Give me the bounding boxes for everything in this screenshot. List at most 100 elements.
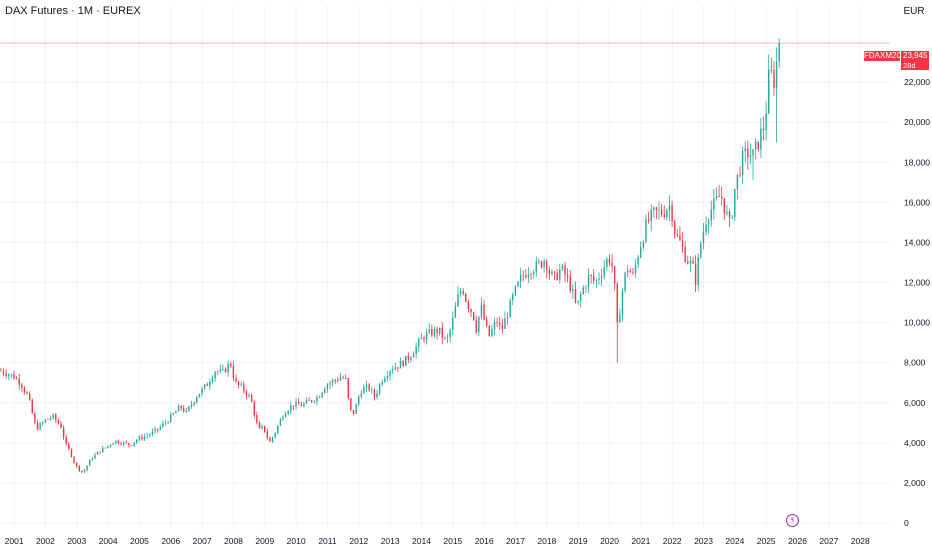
candle-body [540,261,543,268]
candle-body [749,155,752,158]
time-tick-label: 2002 [36,536,55,546]
candle-body [222,368,224,370]
candle-body [91,458,94,460]
candle-body [747,148,749,158]
candle-body [519,274,522,282]
time-tick-label: 2018 [537,536,556,546]
candle-body [13,374,15,379]
candle-body [96,451,99,455]
candle-body [428,329,430,333]
candle-body [467,301,470,309]
candle-body [143,436,146,439]
candle-body [149,434,151,436]
candle-body [613,266,616,284]
candle-body [279,419,282,426]
candle-body [598,278,600,280]
candle-body [705,224,707,232]
time-tick-label: 2015 [443,536,462,546]
candle-body [47,418,49,420]
candle-body [86,465,88,471]
candle-body [775,61,778,88]
time-tick-label: 2020 [600,536,619,546]
candle-body [720,196,723,199]
candle-body [253,401,255,416]
candle-body [488,325,491,336]
candle-body [94,454,96,459]
candle-body [117,440,120,444]
candle-body [318,397,321,398]
candle-body [522,274,524,276]
candle-body [21,384,23,388]
candle-body [292,405,295,407]
candle-body [164,422,167,424]
candle-body [196,397,198,403]
candle-body [305,399,308,404]
candle-body [475,319,477,333]
candle-body [506,317,509,319]
candle-body [23,387,26,393]
candle-body [543,260,545,268]
candle-body [313,401,316,403]
candle-body [250,395,253,402]
candle-body [329,382,331,385]
lightning-event-icon[interactable]: ⚡ [786,514,799,527]
candle-body [230,363,232,367]
candle-body [368,384,370,391]
candle-body [710,209,712,221]
candle-body [478,316,480,333]
candle-body [89,459,91,466]
candle-body [535,261,538,273]
candle-body [509,300,511,318]
candle-body [81,470,83,472]
candle-body [357,396,360,405]
candle-body [546,260,548,270]
time-tick-label: 2021 [631,536,650,546]
candle-body [431,329,433,336]
time-axis[interactable]: 2001 2002 2003 2004 2005 2006 2007 2008 2009 2010… [5,536,870,546]
candle-body [741,151,744,176]
time-tick-label: 2012 [349,536,368,546]
candle-body [697,257,699,285]
candle-body [290,405,292,412]
candle-body [52,414,54,419]
candle-body [391,369,394,371]
price-tick-label: 10,000 [904,318,930,328]
candle-body [235,378,237,382]
candle-body [185,410,188,412]
candle-body [512,294,514,301]
candle-body [671,205,673,222]
candle-body [517,281,519,287]
candle-body [723,198,726,214]
candle-body [130,445,133,446]
candle-body [28,393,31,400]
candle-body [350,398,352,410]
candle-body [480,304,483,317]
candle-body [297,401,300,405]
candle-body [553,271,556,273]
candle-body [365,384,368,388]
candle-body [78,465,81,471]
candle-body [342,377,344,379]
candle-body [109,444,112,446]
candle-body [203,384,206,389]
candle-body [663,214,665,218]
time-tick-label: 2024 [725,536,744,546]
candle-body [211,378,214,382]
price-tick-label: 22,000 [904,77,930,87]
time-tick-label: 2027 [819,536,838,546]
candle-body [632,272,634,274]
candle-body [778,43,780,62]
candle-body [551,271,553,275]
time-tick-label: 2008 [224,536,243,546]
candle-body [485,319,488,326]
currency-label[interactable]: EUR [903,6,925,17]
price-tick-label: 14,000 [904,237,930,247]
candle-body [240,384,242,386]
candle-body [739,174,741,176]
candle-body [736,174,739,190]
candle-body [452,317,454,330]
candle-body [274,432,276,438]
price-axis[interactable]: 0 2,000 4,000 6,000 8,000 10,000 12,000 14,000 1… [904,77,930,528]
candle-body [504,318,506,329]
